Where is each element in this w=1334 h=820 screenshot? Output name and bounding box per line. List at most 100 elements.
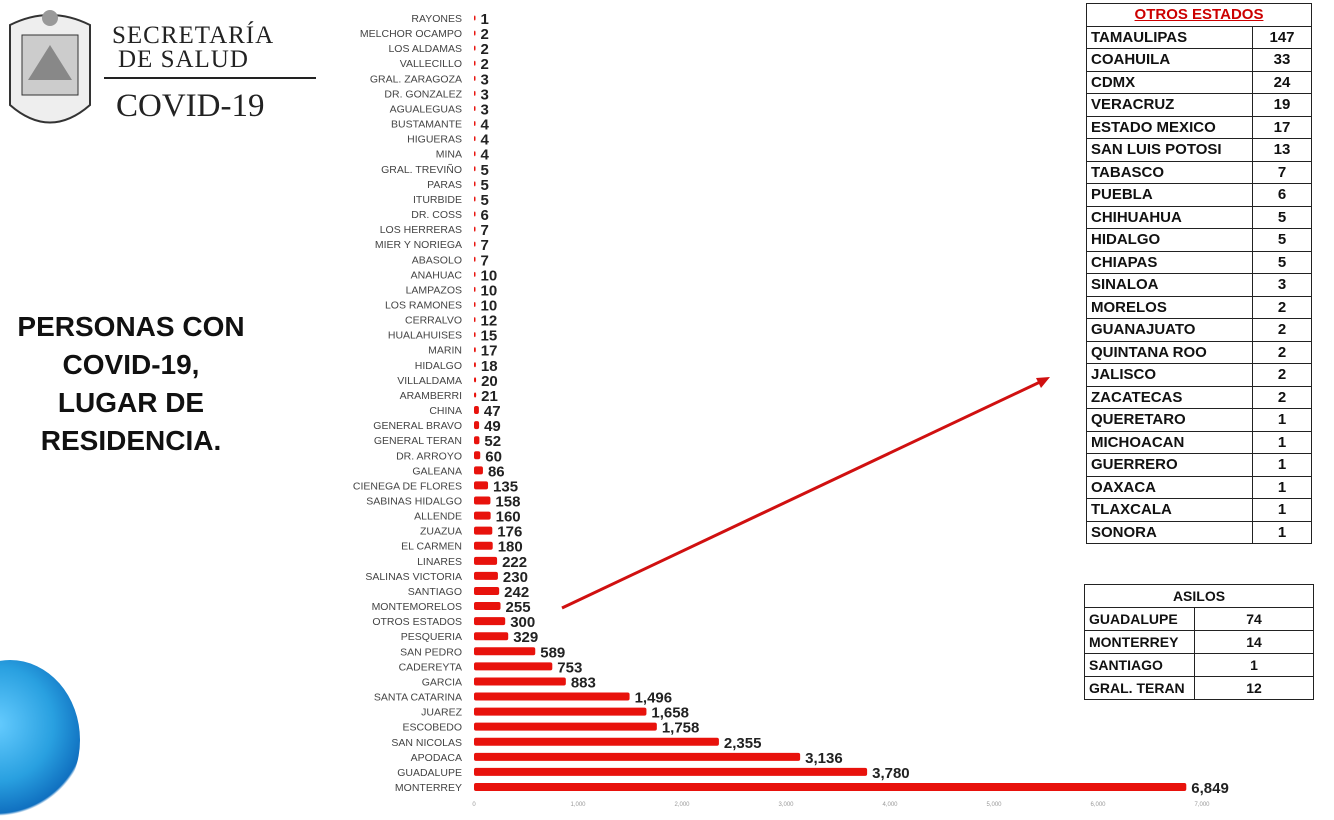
- table-row: SONORA 1: [1086, 520, 1312, 544]
- bar: [474, 571, 498, 580]
- category-label: ALLENDE: [414, 511, 462, 523]
- value-label: 3: [481, 71, 489, 88]
- name-cell: TAMAULIPAS: [1086, 25, 1253, 49]
- count-cell: 19: [1252, 93, 1312, 117]
- bar: [474, 30, 476, 36]
- x-tick-label: 0: [472, 802, 476, 807]
- name-cell: GRAL. TERAN: [1084, 676, 1195, 700]
- table-row: VERACRUZ 19: [1086, 93, 1312, 117]
- count-cell: 1: [1252, 453, 1312, 477]
- table-row: SINALOA 3: [1086, 273, 1312, 297]
- x-tick-label: 4,000: [882, 802, 898, 807]
- value-label: 2: [481, 56, 489, 73]
- name-cell: MICHOACAN: [1086, 430, 1253, 454]
- category-label: VALLECILLO: [400, 58, 462, 70]
- bar: [474, 632, 509, 641]
- value-label: 2: [481, 26, 489, 43]
- value-label: 1: [481, 11, 489, 28]
- category-label: PARAS: [427, 179, 462, 191]
- value-label: 4: [481, 117, 490, 134]
- category-label: SANTA CATARINA: [374, 692, 462, 704]
- name-cell: HIDALGO: [1086, 228, 1253, 252]
- header-divider: [104, 77, 316, 79]
- value-label: 176: [497, 524, 522, 541]
- value-label: 6: [481, 207, 489, 224]
- bar: [474, 75, 476, 81]
- name-cell: MORELOS: [1086, 295, 1253, 319]
- otros-estados-title: OTROS ESTADOS: [1086, 3, 1312, 27]
- bar: [474, 617, 506, 626]
- category-label: MINA: [436, 149, 462, 161]
- header-subtitle: COVID-19: [116, 88, 265, 124]
- category-label: GARCIA: [422, 676, 462, 688]
- asilos-table: ASILOS GUADALUPE 74 MONTERREY 14 SANTIAGO 1 GR…: [1084, 584, 1314, 700]
- category-label: SANTIAGO: [408, 586, 462, 598]
- bar: [474, 45, 476, 51]
- table-row: TLAXCALA 1: [1086, 498, 1312, 522]
- count-cell: 1: [1252, 430, 1312, 454]
- bar: [474, 526, 493, 535]
- bar: [474, 496, 491, 505]
- category-label: CADEREYTA: [399, 661, 462, 673]
- category-label: MONTEMORELOS: [372, 601, 462, 613]
- org-name-line2: DE SALUD: [118, 46, 249, 73]
- name-cell: SINALOA: [1086, 273, 1253, 297]
- bar: [474, 692, 630, 701]
- value-label: 300: [510, 614, 535, 631]
- count-cell: 5: [1252, 228, 1312, 252]
- table-row: SANTIAGO 1: [1084, 653, 1314, 677]
- name-cell: GUADALUPE: [1084, 607, 1195, 631]
- value-label: 21: [481, 388, 498, 405]
- category-label: CHINA: [429, 405, 462, 417]
- category-label: MARIN: [428, 345, 462, 357]
- category-label: LOS RAMONES: [385, 299, 462, 311]
- category-label: ZUAZUA: [420, 526, 462, 538]
- slide-title-line: RESIDENCIA.: [40, 425, 222, 456]
- name-cell: MONTERREY: [1084, 630, 1195, 654]
- category-label: DR. COSS: [411, 209, 462, 221]
- value-label: 242: [504, 584, 529, 601]
- bar: [474, 586, 500, 595]
- x-tick-label: 1,000: [570, 802, 586, 807]
- bar: [474, 783, 1187, 791]
- value-label: 7: [481, 222, 489, 239]
- category-label: EL CARMEN: [401, 541, 462, 553]
- table-row: CHIAPAS 5: [1086, 250, 1312, 274]
- count-cell: 33: [1252, 48, 1312, 72]
- count-cell: 7: [1252, 160, 1312, 184]
- otros-estados-table: OTROS ESTADOS TAMAULIPAS 147 COAHUILA 33 CDM…: [1086, 3, 1312, 544]
- table-row: CDMX 24: [1086, 70, 1312, 94]
- category-label: HIGUERAS: [407, 134, 462, 146]
- category-label: GENERAL BRAVO: [373, 420, 462, 432]
- x-tick-label: 5,000: [986, 802, 1002, 807]
- slide-title: PERSONAS CON COVID-19, LUGAR DE RESIDENC…: [0, 308, 262, 460]
- category-label: MELCHOR OCAMPO: [360, 28, 462, 40]
- value-label: 7: [481, 237, 489, 254]
- bar: [474, 256, 476, 262]
- bar: [474, 211, 476, 217]
- category-label: APODACA: [411, 752, 462, 764]
- count-cell: 74: [1194, 607, 1314, 631]
- bar: [474, 466, 483, 475]
- slide-title-line: PERSONAS CON: [17, 311, 245, 342]
- value-label: 180: [498, 539, 523, 556]
- count-cell: 6: [1252, 183, 1312, 207]
- bar: [474, 406, 479, 415]
- name-cell: ZACATECAS: [1086, 385, 1253, 409]
- category-label: LAMPAZOS: [406, 284, 462, 296]
- table-row: PUEBLA 6: [1086, 183, 1312, 207]
- count-cell: 3: [1252, 273, 1312, 297]
- table-row: GUADALUPE 74: [1084, 607, 1314, 631]
- value-label: 10: [481, 282, 498, 299]
- bar: [474, 362, 476, 368]
- category-label: DR. ARROYO: [396, 450, 462, 462]
- bar: [474, 181, 476, 187]
- value-label: 10: [481, 297, 498, 314]
- slide-title-line: COVID-19,: [62, 349, 200, 380]
- table-row: QUERETARO 1: [1086, 408, 1312, 432]
- name-cell: CHIHUAHUA: [1086, 205, 1253, 229]
- value-label: 329: [513, 629, 538, 646]
- value-label: 52: [484, 433, 501, 450]
- count-cell: 1: [1252, 520, 1312, 544]
- category-label: JUAREZ: [421, 707, 462, 719]
